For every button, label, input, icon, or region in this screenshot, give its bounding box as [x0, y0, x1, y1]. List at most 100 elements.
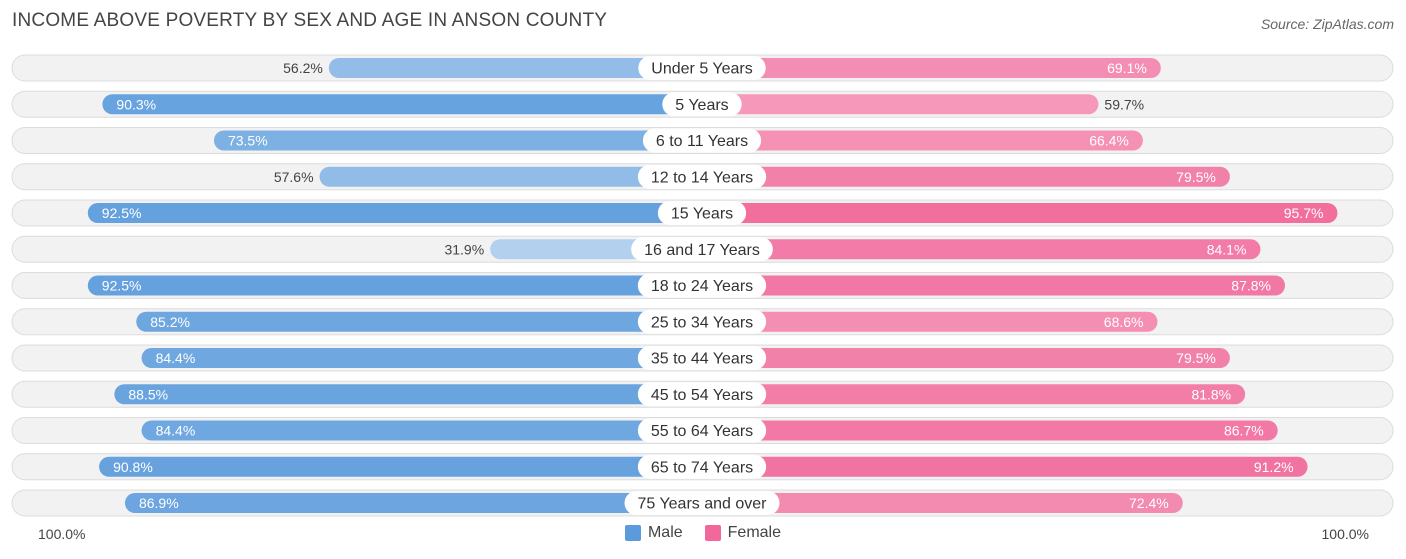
legend-swatch-female	[704, 525, 721, 541]
value-label-male: 88.5%	[128, 386, 168, 402]
value-label-female: 72.4%	[1129, 495, 1169, 511]
category-label-text: 6 to 11 Years	[656, 133, 748, 150]
category-label: 35 to 44 Years	[637, 346, 767, 370]
category-label-pill	[637, 382, 767, 407]
value-label-female: 81.8%	[1191, 386, 1231, 402]
bar-male[interactable]	[102, 94, 702, 115]
value-label-male: 57.6%	[274, 169, 314, 185]
value-label-male: 31.9%	[444, 241, 484, 257]
bar-male[interactable]	[87, 275, 703, 296]
category-label-text: 65 to 74 Years	[651, 459, 753, 476]
category-label: 16 and 17 Years	[631, 237, 773, 262]
value-label-male: 92.5%	[102, 278, 142, 294]
category-label-text: 25 to 34 Years	[651, 314, 753, 331]
bar-female[interactable]	[702, 166, 1230, 187]
value-label-male: 90.8%	[113, 459, 153, 475]
bar-female[interactable]	[702, 384, 1246, 405]
bar-female[interactable]	[702, 275, 1285, 296]
category-label: 45 to 54 Years	[637, 382, 767, 407]
category-label: 25 to 34 Years	[637, 309, 767, 334]
bar-female[interactable]	[702, 311, 1158, 332]
bar-male[interactable]	[328, 58, 702, 78]
category-label-pill	[637, 273, 767, 298]
bar-male[interactable]	[213, 130, 702, 151]
bar-female[interactable]	[702, 493, 1183, 513]
category-label: Under 5 Years	[638, 56, 766, 80]
legend-label-male: Male	[647, 524, 683, 541]
chart-title: INCOME ABOVE POVERTY BY SEX AND AGE IN A…	[12, 10, 608, 31]
category-label: 15 Years	[657, 201, 747, 225]
category-label-pill	[657, 201, 747, 225]
bar-male[interactable]	[141, 420, 703, 441]
legend-item-female[interactable]: Female	[704, 524, 782, 542]
value-label-female: 66.4%	[1089, 133, 1129, 149]
bar-male[interactable]	[319, 166, 702, 187]
category-label-text: 16 and 17 Years	[644, 242, 760, 259]
value-label-female: 68.6%	[1104, 314, 1144, 330]
bar-male[interactable]	[99, 456, 702, 477]
legend: Male Female	[0, 524, 1406, 542]
value-label-female: 79.5%	[1176, 350, 1216, 366]
category-label: 12 to 14 Years	[637, 164, 767, 189]
value-label-male: 86.9%	[139, 495, 179, 511]
category-label-pill	[624, 491, 780, 515]
category-label-pill	[637, 164, 767, 189]
value-label-male: 73.5%	[228, 133, 268, 149]
category-label-text: 15 Years	[671, 206, 733, 223]
bar-female[interactable]	[702, 58, 1161, 78]
category-label-text: 35 to 44 Years	[651, 351, 753, 368]
category-label: 6 to 11 Years	[642, 128, 762, 153]
category-label-pill	[662, 92, 742, 117]
category-label-text: 5 Years	[675, 97, 728, 114]
bar-female[interactable]	[702, 456, 1308, 477]
category-label: 18 to 24 Years	[637, 273, 767, 298]
value-label-female: 59.7%	[1104, 96, 1144, 112]
category-label-text: 55 to 64 Years	[651, 423, 753, 440]
value-label-female: 79.5%	[1176, 169, 1216, 185]
bar-female[interactable]	[702, 348, 1230, 368]
category-label-text: Under 5 Years	[651, 61, 752, 78]
value-label-male: 56.2%	[283, 60, 323, 76]
bar-male[interactable]	[124, 493, 702, 513]
bar-male[interactable]	[114, 384, 703, 405]
bar-female[interactable]	[702, 203, 1338, 223]
value-label-female: 69.1%	[1107, 60, 1147, 76]
legend-item-male[interactable]: Male	[624, 524, 683, 542]
axis-left-label: 100.0%	[38, 526, 86, 542]
category-label-pill	[631, 237, 773, 262]
bar-chart: 56.2% 69.1% Under 5 Years 90.3% 59.7% 5 Years…	[11, 54, 1394, 517]
bar-male[interactable]	[87, 203, 703, 223]
legend-label-female: Female	[727, 524, 782, 541]
value-label-female: 95.7%	[1284, 205, 1324, 221]
value-label-male: 92.5%	[102, 205, 142, 221]
category-label-text: 18 to 24 Years	[651, 278, 753, 295]
bar-male[interactable]	[136, 311, 703, 332]
bar-female[interactable]	[702, 239, 1261, 260]
category-label-text: 45 to 54 Years	[651, 387, 753, 404]
category-label-pill	[638, 56, 766, 80]
axis-right-label: 100.0%	[1321, 526, 1369, 542]
value-label-male: 85.2%	[150, 314, 190, 330]
category-label: 55 to 64 Years	[637, 418, 767, 443]
category-label-text: 75 Years and over	[638, 496, 768, 513]
bar-female[interactable]	[702, 420, 1278, 441]
value-label-male: 90.3%	[116, 96, 156, 112]
category-label-pill	[637, 346, 767, 370]
category-label-pill	[637, 309, 767, 334]
category-label-pill	[637, 454, 767, 479]
category-label-text: 12 to 14 Years	[651, 169, 753, 186]
bar-female[interactable]	[702, 130, 1143, 151]
value-label-female: 86.7%	[1224, 423, 1264, 439]
category-label: 65 to 74 Years	[637, 454, 767, 479]
category-label: 75 Years and over	[624, 491, 780, 515]
value-label-male: 84.4%	[156, 423, 196, 439]
bar-female[interactable]	[702, 94, 1099, 115]
bar-male[interactable]	[141, 348, 703, 368]
value-label-female: 87.8%	[1231, 278, 1271, 294]
value-label-female: 84.1%	[1207, 241, 1247, 257]
category-label-pill	[642, 128, 762, 153]
value-label-male: 84.4%	[156, 350, 196, 366]
legend-swatch-male	[624, 525, 641, 541]
source-label: Source: ZipAtlas.com	[1260, 16, 1394, 32]
value-label-female: 91.2%	[1254, 459, 1294, 475]
